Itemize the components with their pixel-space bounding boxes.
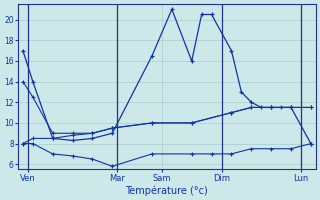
X-axis label: Température (°c): Température (°c): [125, 185, 208, 196]
